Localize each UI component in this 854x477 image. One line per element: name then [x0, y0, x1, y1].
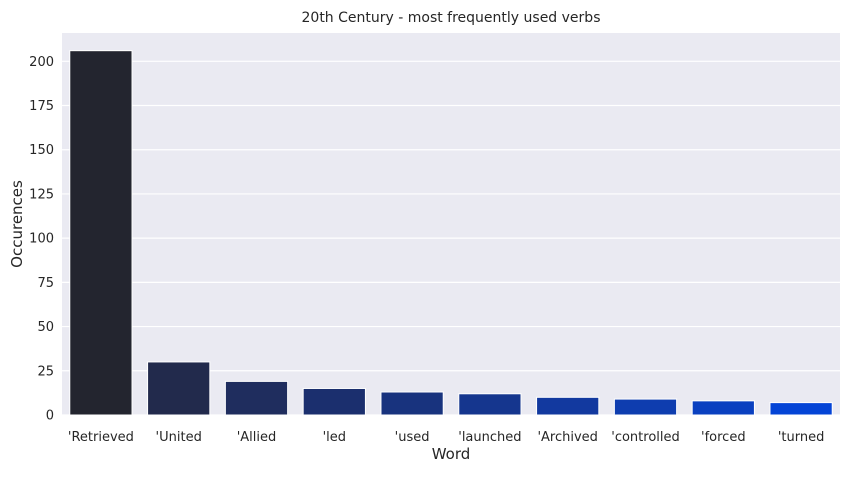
bar [613, 398, 678, 416]
x-tick-label: 'Archived [537, 430, 597, 445]
bar [69, 50, 133, 416]
bar [380, 391, 444, 416]
y-tick-label: 100 [29, 232, 54, 247]
bar [224, 380, 289, 416]
y-tick-labels: 0 25 50 75 100 125 150 175 200 [29, 55, 54, 424]
y-tick-label: 125 [29, 187, 54, 202]
x-tick-label: 'turned [778, 430, 825, 445]
x-tick-label: 'launched [458, 430, 521, 445]
bar [458, 393, 522, 416]
x-tick-label: 'used [395, 430, 430, 445]
x-tick-label: 'controlled [611, 430, 680, 445]
x-tick-label: 'led [323, 430, 346, 445]
y-tick-label: 150 [29, 143, 54, 158]
chart-title: 20th Century - most frequently used verb… [302, 10, 601, 26]
bars [69, 50, 833, 416]
bar [536, 396, 600, 416]
x-tick-label: 'Allied [237, 430, 277, 445]
bar [769, 402, 833, 416]
x-tick-label: 'Retrieved [68, 430, 134, 445]
y-axis-label: Occurences [8, 180, 26, 268]
x-tick-labels: 'Retrieved 'United 'Allied 'led 'used 'launch… [68, 430, 824, 445]
bar [302, 387, 366, 416]
y-tick-label: 75 [37, 276, 54, 291]
y-tick-label: 25 [37, 364, 54, 379]
y-tick-label: 175 [29, 99, 54, 114]
y-tick-label: 50 [37, 320, 54, 335]
y-tick-label: 200 [29, 55, 54, 70]
x-axis-label: Word [432, 445, 471, 463]
plot-area [62, 33, 840, 415]
x-tick-label: 'United [156, 430, 202, 445]
x-tick-label: 'forced [701, 430, 746, 445]
y-tick-label: 0 [46, 409, 54, 424]
bar [147, 361, 211, 416]
bar [691, 400, 755, 416]
